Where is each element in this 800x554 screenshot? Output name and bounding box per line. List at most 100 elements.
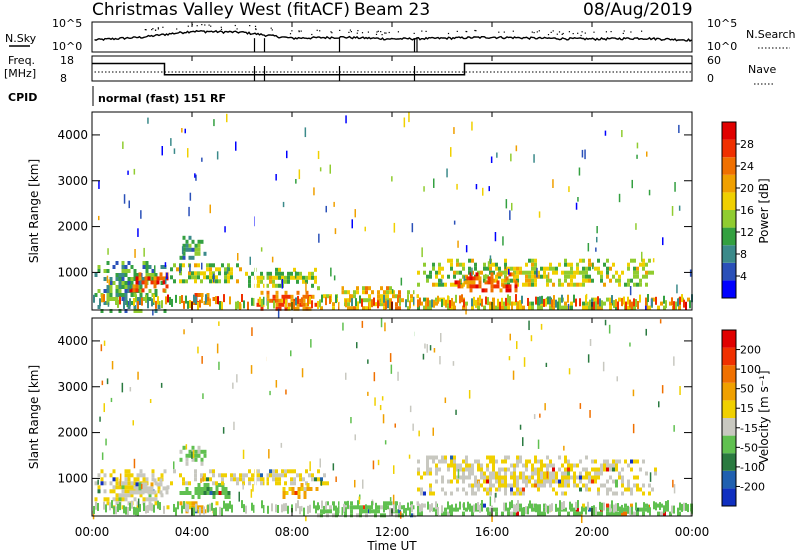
heatmap-cell bbox=[621, 475, 624, 480]
heatmap-cell bbox=[459, 262, 462, 267]
heatmap-cell bbox=[495, 479, 498, 484]
heatmap-cell bbox=[481, 298, 483, 307]
heatmap-cell bbox=[457, 280, 461, 285]
heatmap-cell bbox=[504, 467, 507, 472]
heatmap-cell bbox=[296, 306, 300, 311]
heatmap-cell bbox=[309, 487, 313, 491]
heatmap-cell bbox=[154, 497, 158, 502]
heatmap-cell bbox=[299, 477, 302, 482]
heatmap-cell bbox=[407, 502, 409, 511]
heatmap-cell bbox=[195, 296, 197, 305]
heatmap-cell bbox=[537, 274, 540, 279]
heatmap-cell bbox=[490, 156, 493, 163]
heatmap-cell bbox=[389, 286, 392, 291]
heatmap-cell bbox=[432, 266, 435, 271]
heatmap-cell bbox=[260, 306, 264, 311]
heatmap-cell bbox=[129, 288, 133, 293]
heatmap-cell bbox=[521, 295, 523, 304]
nsky-point bbox=[176, 28, 178, 30]
heatmap-cell bbox=[320, 509, 323, 514]
heatmap-cell bbox=[215, 507, 217, 516]
heatmap-cell bbox=[507, 511, 510, 516]
heatmap-cell bbox=[612, 479, 615, 484]
heatmap-cell bbox=[293, 469, 296, 474]
heatmap-cell bbox=[143, 247, 145, 257]
heatmap-cell bbox=[119, 296, 121, 305]
heatmap-cell bbox=[606, 467, 609, 472]
heatmap-cell bbox=[438, 297, 441, 302]
nsearch-tick-bottom: 10^0 bbox=[707, 40, 737, 53]
heatmap-cell bbox=[200, 239, 204, 244]
heatmap-cell bbox=[465, 304, 467, 315]
heatmap-cell bbox=[323, 505, 325, 514]
heatmap-cell bbox=[447, 501, 449, 510]
heatmap-cell bbox=[486, 487, 489, 492]
heatmap-cell bbox=[301, 368, 304, 378]
nsky-point bbox=[381, 34, 383, 36]
heatmap-cell bbox=[266, 283, 269, 288]
data-gap bbox=[254, 318, 257, 516]
heatmap-cell bbox=[284, 294, 288, 299]
heatmap-cell bbox=[478, 280, 482, 285]
heatmap-cell bbox=[552, 463, 555, 468]
heatmap-cell bbox=[546, 463, 549, 468]
ytick-label: 3000 bbox=[57, 174, 88, 188]
heatmap-cell bbox=[528, 274, 531, 279]
heatmap-cell bbox=[347, 500, 349, 509]
heatmap-cell bbox=[111, 500, 113, 509]
heatmap-cell bbox=[636, 154, 638, 159]
heatmap-cell bbox=[288, 487, 292, 491]
heatmap-cell bbox=[469, 280, 473, 285]
heatmap-cell bbox=[337, 507, 339, 516]
heatmap-cell bbox=[179, 457, 183, 462]
heatmap-cell bbox=[456, 487, 459, 492]
heatmap-cell bbox=[154, 501, 158, 506]
heatmap-cell bbox=[495, 305, 498, 310]
heatmap-cell bbox=[227, 275, 230, 280]
heatmap-cell bbox=[631, 301, 633, 310]
heatmap-cell bbox=[380, 505, 383, 510]
heatmap-cell bbox=[408, 454, 411, 459]
heatmap-cell bbox=[492, 475, 495, 480]
heatmap-cell bbox=[335, 295, 337, 304]
heatmap-cell bbox=[209, 491, 213, 495]
heatmap-cell bbox=[321, 294, 323, 303]
heatmap-cell bbox=[563, 501, 565, 510]
heatmap-cell bbox=[459, 270, 462, 275]
heatmap-cell bbox=[221, 477, 224, 482]
heatmap-cell bbox=[139, 289, 143, 293]
heatmap-cell bbox=[278, 267, 281, 272]
heatmap-cell bbox=[248, 279, 251, 284]
heatmap-cell bbox=[564, 274, 567, 279]
heatmap-cell bbox=[450, 479, 453, 484]
nsky-point bbox=[151, 29, 153, 31]
colorbar-tick-label: 20 bbox=[740, 182, 754, 195]
heatmap-cell bbox=[505, 297, 507, 306]
heatmap-cell bbox=[206, 483, 210, 487]
heatmap-cell bbox=[627, 296, 629, 305]
heatmap-cell bbox=[504, 483, 507, 488]
heatmap-cell bbox=[547, 296, 549, 305]
heatmap-cell bbox=[579, 459, 582, 464]
heatmap-cell bbox=[284, 290, 288, 295]
heatmap-cell bbox=[309, 504, 311, 513]
heatmap-cell bbox=[144, 482, 148, 487]
heatmap-cell bbox=[441, 511, 444, 516]
heatmap-cell bbox=[207, 504, 209, 513]
heatmap-cell bbox=[181, 295, 183, 304]
heatmap-cell bbox=[555, 266, 558, 271]
nsky-point bbox=[162, 26, 164, 28]
heatmap-cell bbox=[97, 473, 101, 478]
heatmap-cell bbox=[627, 305, 630, 310]
heatmap-cell bbox=[115, 273, 119, 277]
heatmap-cell bbox=[344, 513, 347, 518]
heatmap-cell bbox=[615, 305, 618, 310]
nsky-point bbox=[330, 31, 332, 33]
heatmap-cell bbox=[576, 262, 579, 267]
heatmap-cell bbox=[487, 507, 489, 516]
heatmap-cell bbox=[517, 301, 519, 310]
heatmap-cell bbox=[567, 459, 570, 464]
heatmap-cell bbox=[118, 281, 122, 285]
heatmap-cell bbox=[106, 285, 110, 289]
heatmap-cell bbox=[284, 275, 287, 280]
